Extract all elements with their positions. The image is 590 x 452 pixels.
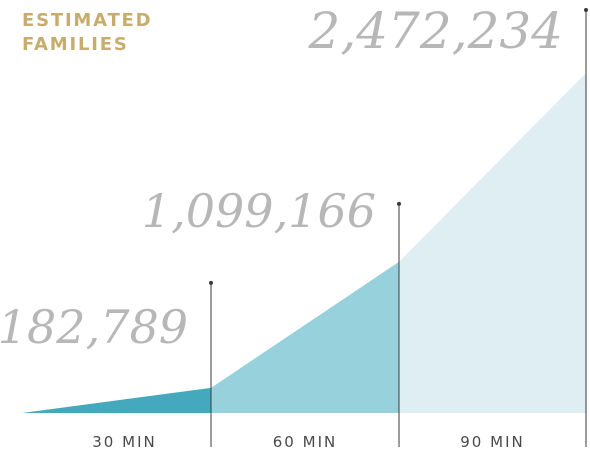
y-axis-label: ESTIMATED FAMILIES: [22, 10, 153, 55]
value-label: 2,472,234: [308, 2, 563, 60]
value-marker-dot: [584, 8, 588, 12]
category-label: 60 MIN: [273, 433, 337, 451]
value-marker-dot: [209, 280, 213, 285]
area-segment: [22, 387, 211, 413]
value-label: 1,099,166: [142, 184, 376, 238]
value-label: 182,789: [0, 300, 188, 354]
category-label: 90 MIN: [460, 433, 524, 451]
category-label: 30 MIN: [92, 433, 156, 451]
area-segment: [399, 73, 586, 413]
area-segment: [211, 261, 399, 413]
value-markers: [209, 8, 588, 447]
area-segments: [22, 73, 586, 413]
value-marker-dot: [397, 201, 401, 206]
value-labels: 182,789 1,099,166 2,472,234: [0, 2, 563, 354]
category-labels: 30 MIN 60 MIN 90 MIN: [92, 433, 524, 451]
